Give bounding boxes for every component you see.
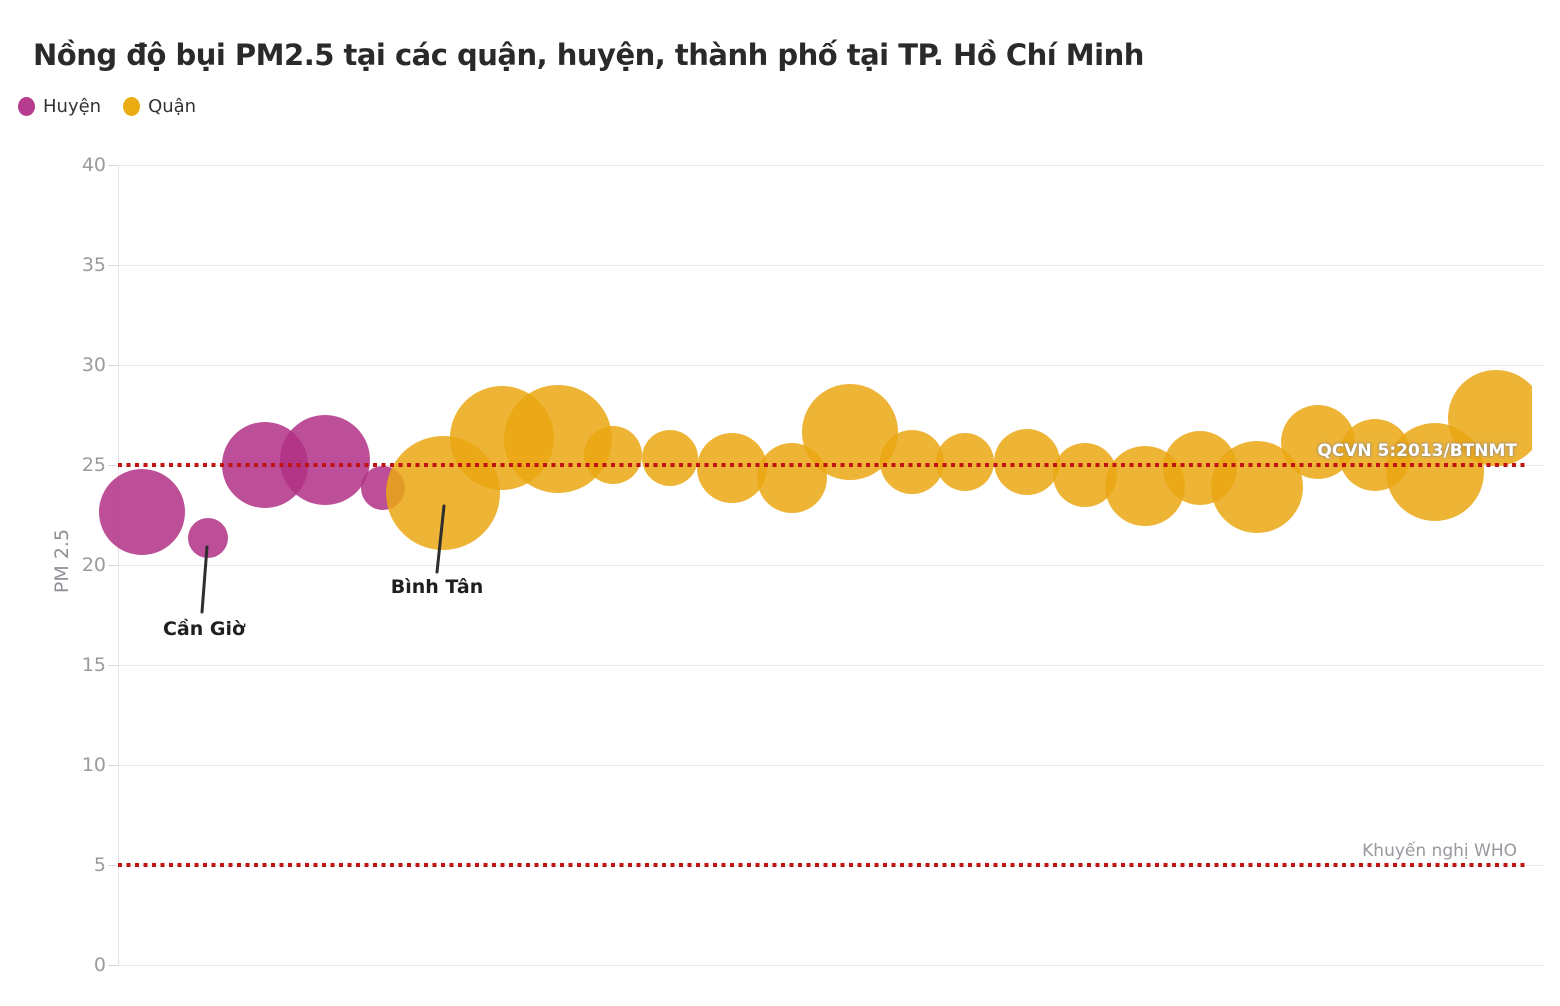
- bubble-Cần Giờ[interactable]: [188, 518, 228, 558]
- tickmark-y-10: [108, 765, 118, 766]
- tickmark-y-5: [108, 865, 118, 866]
- tick-label-y-0: 0: [93, 954, 106, 976]
- tickmark-y-30: [108, 365, 118, 366]
- bubble-quận[interactable]: [880, 430, 944, 494]
- reference-line-5: [118, 863, 1525, 867]
- annotation-label-Cần Giờ: Cần Giờ: [162, 618, 246, 640]
- gridline-y-30: [118, 365, 1545, 366]
- gridline-y-40: [118, 165, 1545, 166]
- reference-line-25: [118, 463, 1525, 467]
- tickmark-y-15: [108, 665, 118, 666]
- bubble-quận[interactable]: [584, 426, 642, 484]
- tick-label-y-20: 20: [81, 554, 106, 576]
- gridline-y-20: [118, 565, 1545, 566]
- bubble-quận[interactable]: [994, 429, 1060, 495]
- chart-title: Nồng độ bụi PM2.5 tại các quận, huyện, t…: [33, 38, 1144, 72]
- bubble-quận[interactable]: [936, 433, 994, 491]
- gridline-y-15: [118, 665, 1545, 666]
- legend: Huyện Quận: [18, 96, 196, 117]
- tickmark-y-35: [108, 265, 118, 266]
- tick-label-y-25: 25: [81, 454, 106, 476]
- reference-label-who: Khuyến nghị WHO: [1362, 841, 1517, 861]
- bubble-quận[interactable]: [697, 433, 767, 503]
- gridline-y-35: [118, 265, 1545, 266]
- bubble-huyện[interactable]: [99, 469, 185, 555]
- legend-item-quan[interactable]: Quận: [123, 96, 196, 117]
- gridline-y-0: [118, 965, 1545, 966]
- tickmark-y-20: [108, 565, 118, 566]
- tickmark-y-0: [108, 965, 118, 966]
- y-axis-line: [118, 165, 119, 965]
- reference-label-qcvn: QCVN 5:2013/BTNMT: [1317, 441, 1517, 461]
- huyen-color-dot: [18, 97, 35, 116]
- quan-color-dot: [123, 97, 141, 116]
- tick-label-y-35: 35: [81, 254, 106, 276]
- tick-label-y-30: 30: [81, 354, 106, 376]
- annotation-label-Bình Tân: Bình Tân: [390, 576, 484, 598]
- tick-label-y-15: 15: [81, 654, 106, 676]
- tickmark-y-40: [108, 165, 118, 166]
- tick-label-y-10: 10: [81, 754, 106, 776]
- bubble-quận[interactable]: [1448, 370, 1532, 466]
- bubble-quận[interactable]: [642, 430, 698, 486]
- bubble-huyện[interactable]: [280, 415, 370, 505]
- legend-label-quan: Quận: [148, 96, 197, 117]
- legend-item-huyen[interactable]: Huyện: [18, 96, 101, 117]
- tick-label-y-5: 5: [93, 854, 106, 876]
- tick-label-y-40: 40: [81, 154, 106, 176]
- gridline-y-10: [118, 765, 1545, 766]
- legend-label-huyen: Huyện: [43, 96, 102, 117]
- tickmark-y-25: [108, 465, 118, 466]
